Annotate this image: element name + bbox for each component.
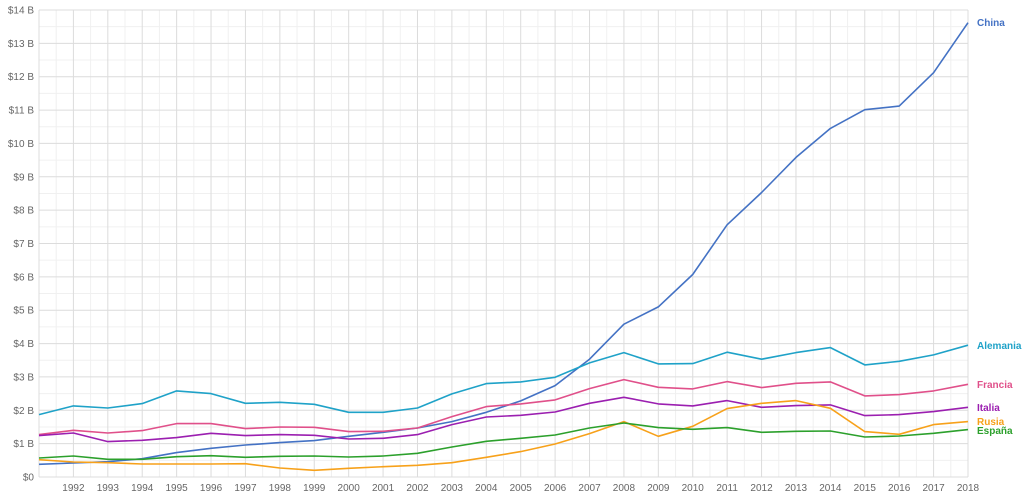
x-tick-label: 1994 bbox=[131, 483, 154, 494]
series-label-alemania: Alemania bbox=[977, 341, 1022, 352]
series-line-francia bbox=[38, 378, 969, 436]
y-tick-label: $9 B bbox=[13, 172, 34, 183]
y-tick-label: $13 B bbox=[8, 39, 34, 50]
y-tick-label: $1 B bbox=[13, 439, 34, 450]
x-tick-label: 2007 bbox=[578, 483, 601, 494]
y-tick-label: $10 B bbox=[8, 139, 34, 150]
y-tick-label: $5 B bbox=[13, 306, 34, 317]
series-line-españa bbox=[38, 422, 969, 461]
y-tick-label: $14 B bbox=[8, 6, 34, 17]
y-tick-label: $4 B bbox=[13, 339, 34, 350]
x-tick-label: 2015 bbox=[854, 483, 877, 494]
x-tick-label: 2017 bbox=[922, 483, 945, 494]
x-tick-label: 2008 bbox=[613, 483, 636, 494]
series-label-china: China bbox=[977, 18, 1005, 29]
series-line-alemania bbox=[38, 344, 969, 416]
series-label-espana: España bbox=[977, 426, 1013, 437]
x-tick-label: 2013 bbox=[785, 483, 808, 494]
series-label-italia: Italia bbox=[977, 403, 1000, 414]
x-tick-label: 1998 bbox=[269, 483, 292, 494]
series-line-china bbox=[38, 22, 969, 466]
x-tick-label: 1999 bbox=[303, 483, 326, 494]
x-tick-label: 2009 bbox=[647, 483, 670, 494]
y-tick-label: $3 B bbox=[13, 372, 34, 383]
y-axis: $0 $1 B $2 B $3 B $4 B $5 B $6 B $7 B $8 B $9 B $1… bbox=[8, 6, 35, 484]
series-lines bbox=[38, 22, 969, 472]
y-tick-label: $11 B bbox=[9, 106, 35, 117]
x-axis: 1992 1993 1994 1995 1996 1997 1998 1999 2000 2001… bbox=[62, 483, 979, 494]
y-tick-label: $0 bbox=[23, 473, 35, 484]
y-tick-label: $6 B bbox=[13, 272, 34, 283]
series-label-francia: Francia bbox=[977, 380, 1013, 391]
x-tick-label: 2004 bbox=[475, 483, 498, 494]
major-gridlines bbox=[38, 9, 969, 478]
series-line-rusia bbox=[38, 399, 969, 472]
y-tick-label: $2 B bbox=[13, 406, 34, 417]
x-tick-label: 2002 bbox=[406, 483, 429, 494]
x-tick-label: 2003 bbox=[441, 483, 464, 494]
x-tick-label: 2006 bbox=[544, 483, 567, 494]
x-tick-label: 2016 bbox=[888, 483, 911, 494]
y-tick-label: $8 B bbox=[13, 206, 34, 217]
x-tick-label: 1997 bbox=[234, 483, 257, 494]
y-tick-label: $7 B bbox=[13, 239, 34, 250]
x-tick-label: 2018 bbox=[957, 483, 980, 494]
x-tick-label: 1996 bbox=[200, 483, 223, 494]
x-tick-label: 2001 bbox=[372, 483, 395, 494]
y-tick-label: $12 B bbox=[8, 72, 34, 83]
x-tick-label: 1993 bbox=[97, 483, 120, 494]
x-tick-label: 2005 bbox=[510, 483, 533, 494]
series-label-rusia: Rusia bbox=[977, 417, 1005, 428]
x-tick-label: 2011 bbox=[716, 483, 738, 494]
x-tick-label: 1995 bbox=[166, 483, 189, 494]
x-tick-label: 2012 bbox=[750, 483, 773, 494]
x-tick-label: 2014 bbox=[819, 483, 842, 494]
x-tick-label: 2000 bbox=[338, 483, 361, 494]
x-tick-label: 2010 bbox=[682, 483, 705, 494]
x-tick-label: 1992 bbox=[62, 483, 85, 494]
